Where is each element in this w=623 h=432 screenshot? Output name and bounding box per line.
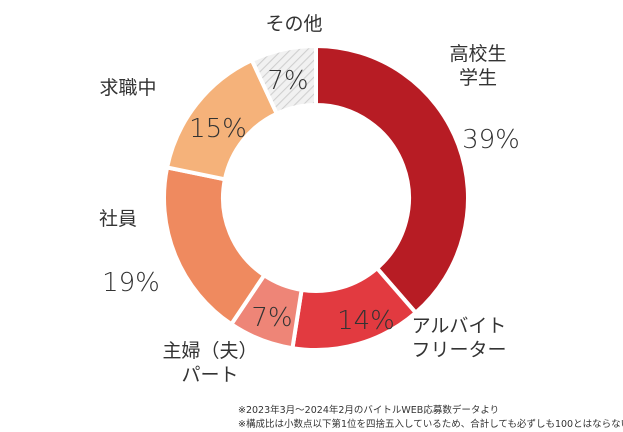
- slice-percent-label: 14%: [337, 306, 395, 336]
- slice-name-label: 求職中: [99, 77, 156, 99]
- slice-labels: 高校生学生 39% アルバイトフリーター 14% 主婦（夫）パート 7% 社員 19% 求職中 1…: [99, 13, 520, 386]
- slice-name-line: 高校生: [449, 43, 506, 65]
- donut-slice-5: [249, 44, 318, 116]
- slice-name-label: 社員: [99, 208, 137, 230]
- slice-name-line: その他: [265, 13, 322, 35]
- slice-name-line: 学生: [459, 67, 497, 89]
- slice-percent-label: 7%: [251, 303, 292, 333]
- slice-name-line: フリーター: [411, 339, 506, 361]
- slice-percent-label: 7%: [267, 66, 308, 96]
- donut-slice-0: [314, 44, 470, 315]
- slice-name-label: 高校生学生: [449, 43, 506, 89]
- slice-name-line: 社員: [99, 208, 137, 230]
- slice-percent-label: 15%: [189, 114, 247, 144]
- footnotes: ※2023年3月～2024年2月のバイトルWEB応募数データより ※構成比は小数…: [238, 404, 623, 430]
- slice-percent-label: 39%: [462, 125, 520, 155]
- donut-slices: [162, 44, 470, 352]
- slice-name-line: 主婦（夫）: [162, 340, 257, 362]
- slice-name-line: パート: [181, 364, 238, 386]
- slice-name-label: 主婦（夫）パート: [162, 340, 257, 386]
- footnote-rounding: ※構成比は小数点以下第1位を四捨五入しているため、合計しても必ずしも100とはな…: [238, 418, 623, 430]
- slice-percent-label: 19%: [102, 268, 160, 298]
- footnote-source: ※2023年3月～2024年2月のバイトルWEB応募数データより: [238, 404, 499, 416]
- slice-name-label: アルバイトフリーター: [411, 315, 506, 361]
- slice-name-label: その他: [265, 13, 322, 35]
- slice-name-line: 求職中: [99, 77, 156, 99]
- slice-name-line: アルバイト: [412, 315, 507, 337]
- donut-slice-3: [162, 165, 267, 327]
